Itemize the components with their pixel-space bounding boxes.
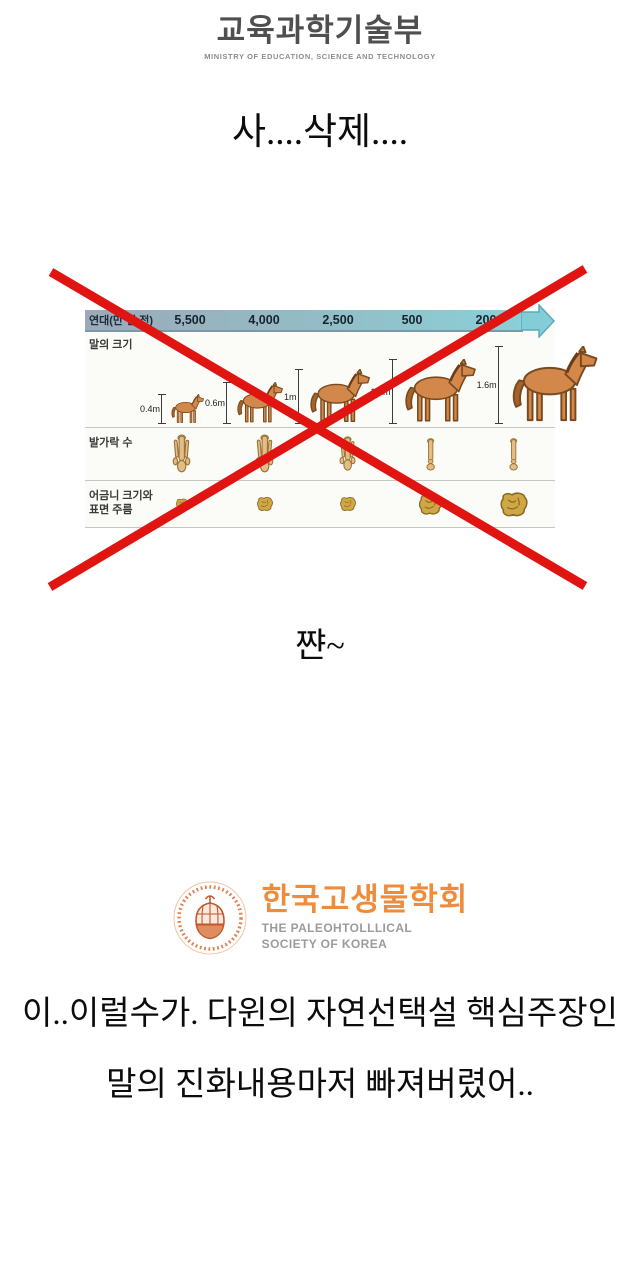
timeline-arrow-icon — [521, 304, 555, 338]
ministry-logo: 교육과학기술부 MINISTRY OF EDUCATION, SCIENCE A… — [0, 5, 640, 61]
society-name-korean: 한국고생물학회 — [261, 882, 469, 918]
toe-count-row: 발가락 수 — [85, 428, 555, 481]
paleontological-society-logo: 한국고생물학회 THE PALEOHTOLLLICAL SOCIETY OF K… — [0, 880, 640, 956]
molar-label-line1: 어금니 크기와 — [89, 490, 153, 502]
height-label: 1m — [284, 392, 297, 402]
caption-bottom-line2: 말의 진화내용마저 빠져버렸어.. — [106, 1067, 534, 1103]
horse-evolution-diagram: 연대(만 년 전) 5,500 4,000 2,500 500 200 말의 크… — [85, 304, 555, 528]
age-value: 2,500 — [322, 313, 354, 327]
height-label: 1.6m — [476, 380, 497, 390]
society-name-english-line1: THE PALEOHTOLLLICAL — [261, 920, 413, 935]
horse-size-label: 말의 크기 — [89, 339, 133, 351]
measure-line — [223, 382, 232, 424]
society-seal-icon — [173, 881, 247, 955]
society-name-english-line2: SOCIETY OF KOREA — [261, 936, 388, 951]
caption-bottom-line1: 이..이럴수가. 다윈의 자연선택설 핵심주장인 — [22, 996, 618, 1032]
red-cross-deletion-mark — [47, 265, 588, 591]
age-value: 500 — [401, 313, 423, 327]
timeline-banner: 연대(만 년 전) 5,500 4,000 2,500 500 200 — [85, 310, 523, 332]
measure-line — [388, 359, 398, 424]
ministry-logo-subtitle: MINISTRY OF EDUCATION, SCIENCE AND TECHN… — [204, 52, 436, 61]
caption-deleted: 사....삭제.... — [231, 112, 409, 153]
molar-row: 어금니 크기와 표면 주름 — [85, 481, 555, 528]
measure-line — [494, 346, 504, 424]
age-value: 5,500 — [174, 313, 206, 327]
ministry-logo-title: 교육과학기술부 — [216, 13, 424, 48]
age-value: 4,000 — [248, 313, 280, 327]
measure-line — [158, 394, 167, 424]
caption-tada: 쨘~ — [295, 628, 345, 665]
height-label: 0.4m — [140, 404, 161, 414]
molar-label-line2: 표면 주름 — [89, 504, 133, 517]
measure-line — [294, 369, 304, 424]
toe-count-label: 발가락 수 — [89, 437, 133, 449]
timeline-ages: 5,500 4,000 2,500 500 200 — [153, 313, 523, 327]
height-label: 0.6m — [205, 398, 226, 408]
